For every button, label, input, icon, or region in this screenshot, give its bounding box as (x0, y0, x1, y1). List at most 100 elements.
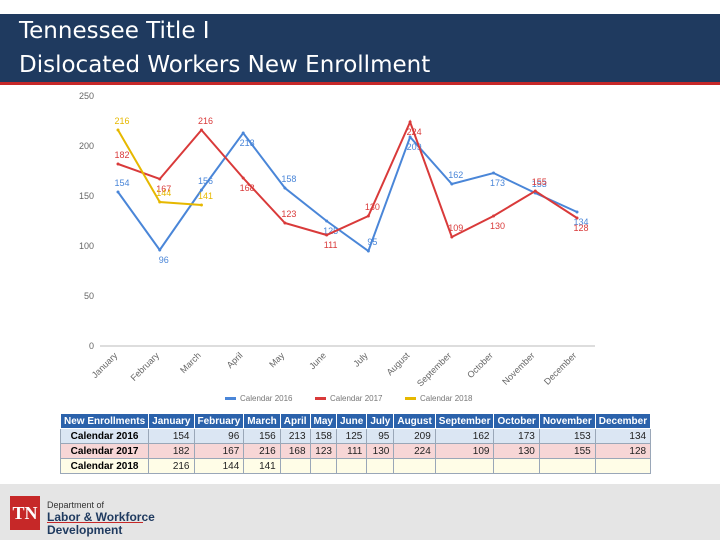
data-label: 173 (490, 178, 505, 188)
header-divider (0, 82, 720, 85)
table-cell (493, 458, 540, 474)
data-point (450, 182, 454, 186)
data-label: 213 (240, 138, 255, 148)
table-row: Calendar 2016 154 96 156 213 158 125 95 209 162 17… (59, 428, 652, 444)
y-tick-label: 150 (79, 191, 94, 201)
table-cell: 111 (335, 443, 368, 459)
data-label: 153 (532, 179, 547, 189)
table-cell: 109 (434, 443, 495, 459)
table-cell: 216 (148, 458, 195, 474)
table-cell: 153 (538, 428, 596, 444)
data-point (575, 216, 579, 220)
data-point (158, 177, 162, 181)
table-row-label: Calendar 2018 (59, 458, 150, 474)
table-cell: 130 (366, 443, 395, 459)
data-point (199, 203, 203, 207)
data-point (116, 162, 120, 166)
table-cell: 213 (279, 428, 311, 444)
data-point (116, 190, 120, 194)
footer-bar (0, 484, 720, 540)
table-header-month: September (434, 413, 495, 429)
x-tick-label: September (415, 350, 453, 388)
data-label: 123 (281, 209, 296, 219)
y-tick-label: 0 (89, 341, 94, 351)
y-tick-label: 250 (79, 91, 94, 101)
data-point (158, 200, 162, 204)
data-point (408, 120, 412, 124)
legend-swatch (225, 397, 236, 400)
enrollment-line-chart: 0 50 100 150 200 250 January February March April… (79, 91, 595, 403)
data-point (492, 171, 496, 175)
logo-text-development: Development (47, 523, 123, 537)
x-tick-label: August (385, 350, 412, 377)
table-cell: 162 (434, 428, 495, 444)
table-header-month: December (594, 413, 652, 429)
x-tick-label: June (307, 350, 328, 371)
data-label: 216 (114, 116, 129, 126)
data-label: 209 (407, 142, 422, 152)
table-cell: 168 (279, 443, 311, 459)
x-tick-label: November (500, 350, 536, 386)
table-header-row: New Enrollments January February March April… (59, 413, 652, 429)
data-label: 130 (365, 202, 380, 212)
data-point (408, 135, 412, 139)
x-tick-label: February (129, 350, 162, 383)
table-cell: 141 (243, 458, 281, 474)
data-label: 134 (573, 217, 588, 227)
data-point (450, 235, 454, 239)
data-point (241, 176, 245, 180)
table-cell: 96 (193, 428, 245, 444)
table-cell: 173 (493, 428, 540, 444)
data-label: 224 (407, 127, 422, 137)
tn-logo-mark: TN (10, 496, 40, 530)
data-point (241, 131, 245, 135)
x-tick-label: April (225, 350, 245, 370)
table-row-label: Calendar 2017 (59, 443, 150, 459)
data-label: 155 (532, 177, 547, 187)
table-cell: 125 (335, 428, 368, 444)
data-label: 125 (323, 226, 338, 236)
data-point (158, 248, 162, 252)
data-label: 109 (448, 223, 463, 233)
logo-text-department: Department of (47, 500, 105, 510)
x-tick-label: July (351, 350, 370, 369)
y-tick-label: 100 (79, 241, 94, 251)
table-row: Calendar 2017 182 167 216 168 123 111 130 224 109… (59, 443, 652, 459)
x-tick-label: October (465, 350, 495, 380)
legend-label: Calendar 2017 (330, 394, 383, 403)
data-label: 111 (324, 240, 338, 250)
legend-label: Calendar 2016 (240, 394, 293, 403)
x-tick-label: January (90, 350, 120, 380)
data-point (283, 221, 287, 225)
data-label: 130 (490, 221, 505, 231)
data-label: 182 (114, 150, 129, 160)
legend-swatch (315, 397, 326, 400)
data-label: 158 (281, 174, 296, 184)
legend-swatch (405, 397, 416, 400)
data-label: 156 (198, 176, 213, 186)
x-tick-label: December (542, 350, 578, 386)
enrollment-table: New Enrollments January February March April… (59, 413, 652, 474)
x-tick-label: March (178, 350, 203, 375)
logo-text-labor: Labor & Workforce (47, 510, 155, 524)
table-cell: 123 (309, 443, 337, 459)
data-point (325, 219, 329, 223)
slide-title-line2: Dislocated Workers New Enrollment (19, 52, 431, 78)
data-label: 167 (156, 184, 171, 194)
data-point (492, 214, 496, 218)
table-cell (279, 458, 311, 474)
data-point (199, 188, 203, 192)
data-label: 96 (159, 255, 169, 265)
table-cell: 182 (148, 443, 195, 459)
table-cell (393, 458, 436, 474)
table-cell: 209 (393, 428, 436, 444)
table-cell: 216 (243, 443, 281, 459)
data-point (533, 189, 537, 193)
slide-title-line1: Tennessee Title I (19, 18, 210, 44)
table-cell: 167 (193, 443, 245, 459)
data-label: 168 (240, 183, 255, 193)
table-header-month: March (243, 413, 281, 429)
data-label: 216 (198, 116, 213, 126)
table-cell (538, 458, 596, 474)
data-label: 95 (367, 237, 377, 247)
